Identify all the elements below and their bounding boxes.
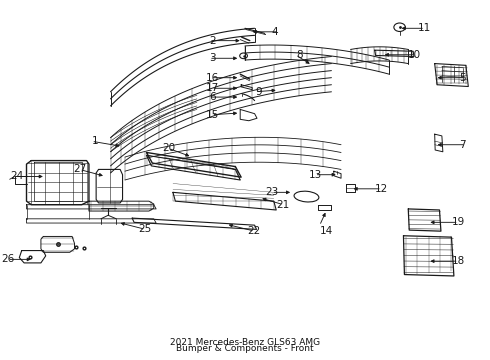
Text: 24: 24 (10, 171, 23, 181)
Text: 21: 21 (276, 200, 290, 210)
Text: 27: 27 (74, 165, 87, 174)
Text: 5: 5 (459, 73, 466, 83)
Text: 4: 4 (271, 27, 278, 37)
Text: 17: 17 (205, 83, 219, 93)
Text: 7: 7 (459, 140, 466, 150)
Text: 6: 6 (210, 92, 216, 102)
Text: 19: 19 (451, 217, 465, 227)
Text: 14: 14 (320, 226, 333, 236)
Text: 23: 23 (266, 187, 279, 197)
Text: 16: 16 (205, 73, 219, 83)
Text: 1: 1 (92, 136, 98, 146)
Text: 25: 25 (138, 224, 151, 234)
Text: 10: 10 (408, 50, 421, 60)
Text: 13: 13 (309, 170, 322, 180)
Text: 2021 Mercedes-Benz GLS63 AMG: 2021 Mercedes-Benz GLS63 AMG (170, 338, 320, 347)
Text: 9: 9 (255, 87, 262, 97)
Text: 22: 22 (247, 226, 261, 236)
Text: Bumper & Components - Front: Bumper & Components - Front (176, 344, 314, 353)
Text: 20: 20 (162, 143, 175, 153)
Text: 2: 2 (210, 36, 216, 46)
Text: 3: 3 (210, 53, 216, 63)
Text: 11: 11 (418, 23, 431, 33)
Text: 12: 12 (375, 184, 388, 194)
Text: 26: 26 (1, 255, 15, 264)
Text: 15: 15 (205, 110, 219, 120)
Text: 8: 8 (296, 50, 303, 60)
Text: 18: 18 (451, 256, 465, 266)
